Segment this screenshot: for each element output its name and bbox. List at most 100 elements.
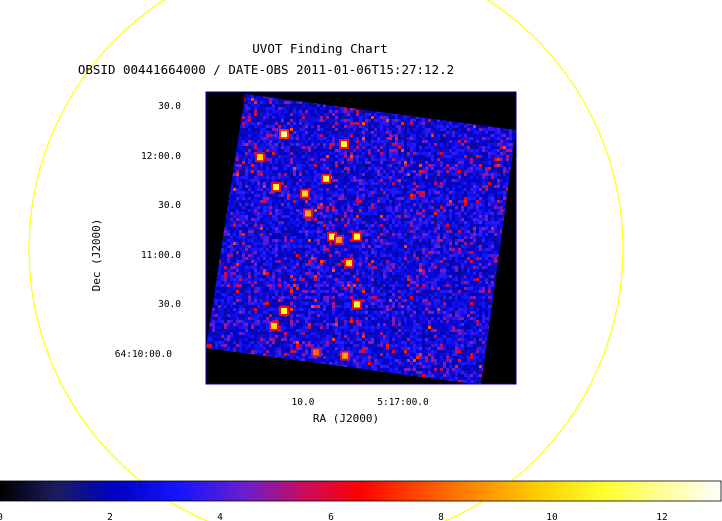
noise-pixel	[242, 164, 245, 167]
noise-pixel	[260, 209, 263, 212]
noise-pixel	[350, 212, 353, 215]
noise-pixel	[329, 116, 332, 119]
noise-pixel	[323, 194, 326, 197]
noise-pixel	[272, 125, 275, 128]
noise-pixel	[449, 200, 452, 203]
noise-pixel	[413, 161, 416, 164]
noise-pixel	[500, 149, 503, 152]
noise-pixel	[482, 143, 485, 146]
noise-pixel	[356, 197, 359, 200]
noise-pixel	[335, 173, 338, 176]
noise-pixel	[461, 128, 464, 131]
noise-pixel	[368, 224, 371, 227]
noise-pixel	[302, 125, 305, 128]
noise-pixel	[284, 155, 287, 158]
noise-pixel	[365, 185, 368, 188]
noise-pixel	[428, 170, 431, 173]
noise-pixel	[281, 215, 284, 218]
noise-pixel	[509, 149, 512, 152]
noise-pixel	[350, 182, 353, 185]
noise-pixel	[290, 119, 293, 122]
noise-pixel	[314, 200, 317, 203]
noise-pixel	[248, 143, 251, 146]
noise-pixel	[251, 167, 254, 170]
noise-pixel	[506, 152, 509, 155]
noise-pixel	[359, 122, 362, 125]
noise-pixel	[296, 158, 299, 161]
noise-pixel	[395, 203, 398, 206]
noise-pixel	[293, 215, 296, 218]
noise-pixel	[365, 143, 368, 146]
noise-pixel	[422, 164, 425, 167]
noise-pixel	[488, 149, 491, 152]
noise-pixel	[488, 197, 491, 200]
noise-pixel	[500, 194, 503, 197]
noise-pixel	[296, 209, 299, 212]
noise-pixel	[389, 233, 392, 236]
noise-pixel	[401, 221, 404, 224]
noise-pixel	[338, 128, 341, 131]
noise-pixel	[419, 188, 422, 191]
noise-pixel	[401, 134, 404, 137]
noise-pixel	[320, 206, 323, 209]
noise-pixel	[335, 221, 338, 224]
noise-pixel	[464, 200, 467, 203]
noise-pixel	[236, 164, 239, 167]
noise-pixel	[452, 218, 455, 221]
noise-pixel	[335, 206, 338, 209]
noise-pixel	[347, 233, 350, 236]
noise-pixel	[242, 221, 245, 224]
noise-pixel	[497, 143, 500, 146]
noise-pixel	[482, 209, 485, 212]
noise-pixel	[335, 191, 338, 194]
noise-pixel	[392, 164, 395, 167]
noise-pixel	[281, 221, 284, 224]
noise-pixel	[344, 182, 347, 185]
noise-pixel	[476, 167, 479, 170]
noise-pixel	[251, 179, 254, 182]
noise-pixel	[413, 197, 416, 200]
noise-pixel	[416, 230, 419, 233]
noise-pixel	[389, 230, 392, 233]
noise-pixel	[296, 197, 299, 200]
noise-pixel	[341, 152, 344, 155]
noise-pixel	[485, 221, 488, 224]
noise-pixel	[431, 221, 434, 224]
noise-pixel	[404, 131, 407, 134]
noise-pixel	[437, 197, 440, 200]
noise-pixel	[476, 227, 479, 230]
noise-pixel	[398, 227, 401, 230]
noise-pixel	[437, 185, 440, 188]
noise-pixel	[479, 182, 482, 185]
noise-pixel	[335, 179, 338, 182]
noise-pixel	[290, 158, 293, 161]
noise-pixel	[446, 194, 449, 197]
noise-pixel	[380, 131, 383, 134]
noise-pixel	[254, 131, 257, 134]
noise-pixel	[314, 140, 317, 143]
noise-pixel	[458, 167, 461, 170]
noise-pixel	[446, 137, 449, 140]
noise-pixel	[302, 230, 305, 233]
noise-pixel	[242, 170, 245, 173]
noise-pixel	[467, 173, 470, 176]
noise-pixel	[332, 152, 335, 155]
noise-pixel	[389, 185, 392, 188]
noise-pixel	[362, 119, 365, 122]
noise-pixel	[356, 164, 359, 167]
noise-pixel	[467, 134, 470, 137]
noise-pixel	[302, 122, 305, 125]
noise-pixel	[494, 161, 497, 164]
noise-pixel	[482, 137, 485, 140]
noise-pixel	[464, 152, 467, 155]
noise-pixel	[407, 215, 410, 218]
noise-pixel	[296, 206, 299, 209]
noise-pixel	[476, 215, 479, 218]
noise-pixel	[299, 137, 302, 140]
noise-pixel	[308, 185, 311, 188]
noise-pixel	[305, 176, 308, 179]
noise-pixel	[488, 218, 491, 221]
noise-pixel	[470, 137, 473, 140]
noise-pixel	[455, 203, 458, 206]
noise-pixel	[272, 230, 275, 233]
